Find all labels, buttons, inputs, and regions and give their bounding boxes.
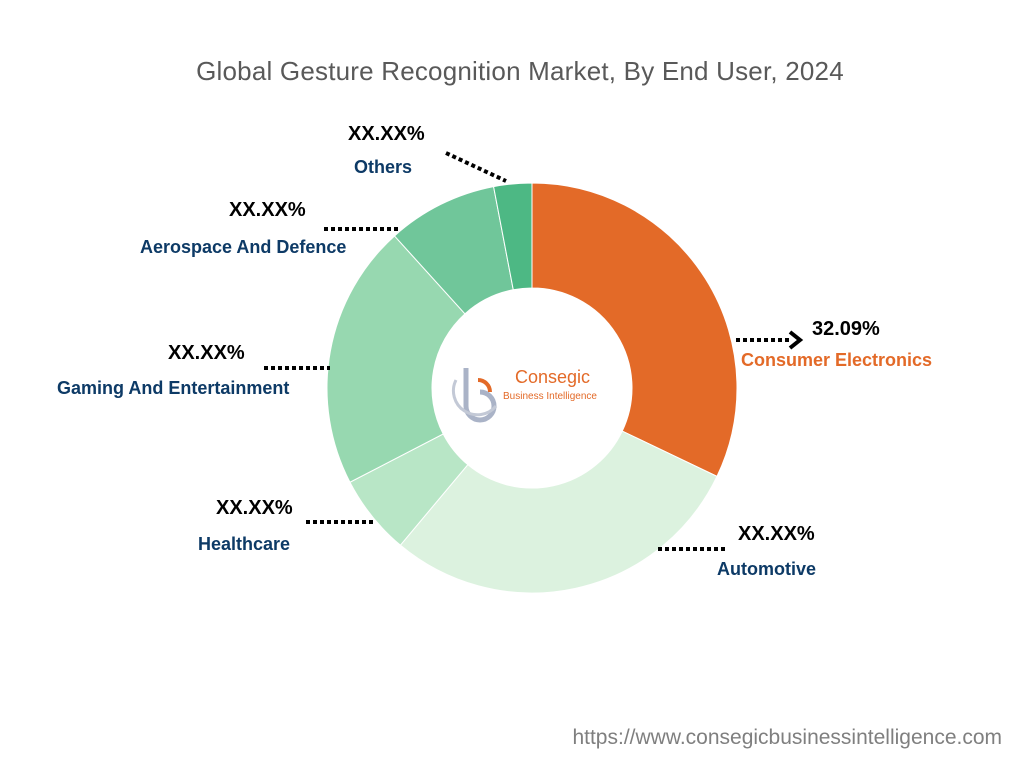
value-label: XX.XX% xyxy=(229,199,306,221)
category-label: Gaming And Entertainment xyxy=(57,378,289,398)
slice-automotive xyxy=(399,430,718,594)
center-logo: Consegic Business Intelligence xyxy=(451,367,597,423)
leader-line-5 xyxy=(445,151,507,183)
slice-gaming-and-entertainment xyxy=(326,235,466,483)
chart-title: Global Gesture Recognition Market, By En… xyxy=(196,56,844,86)
logo-tagline: Business Intelligence xyxy=(503,391,597,402)
value-label: XX.XX% xyxy=(168,342,245,364)
value-label: XX.XX% xyxy=(738,523,815,545)
value-label: XX.XX% xyxy=(216,497,293,519)
slice-consumer-electronics xyxy=(531,182,738,478)
category-label: Automotive xyxy=(717,559,816,579)
value-label: 32.09% xyxy=(812,318,880,340)
category-label: Healthcare xyxy=(198,534,290,554)
slice-labels: 32.09% Consumer Electronics XX.XX% Automoti… xyxy=(57,123,932,579)
slice-others xyxy=(492,182,533,291)
arrow-icon xyxy=(788,330,804,350)
category-label: Consumer Electronics xyxy=(741,350,932,370)
value-label: XX.XX% xyxy=(348,123,425,145)
donut-slices xyxy=(326,182,738,594)
footer-url: https://www.consegicbusinessintelligence… xyxy=(572,726,1002,749)
category-label: Others xyxy=(354,157,412,177)
logo-name: Consegic xyxy=(515,367,590,387)
leader-lines xyxy=(264,151,804,551)
category-label: Aerospace And Defence xyxy=(140,237,346,257)
consegic-logo-icon xyxy=(451,368,498,423)
